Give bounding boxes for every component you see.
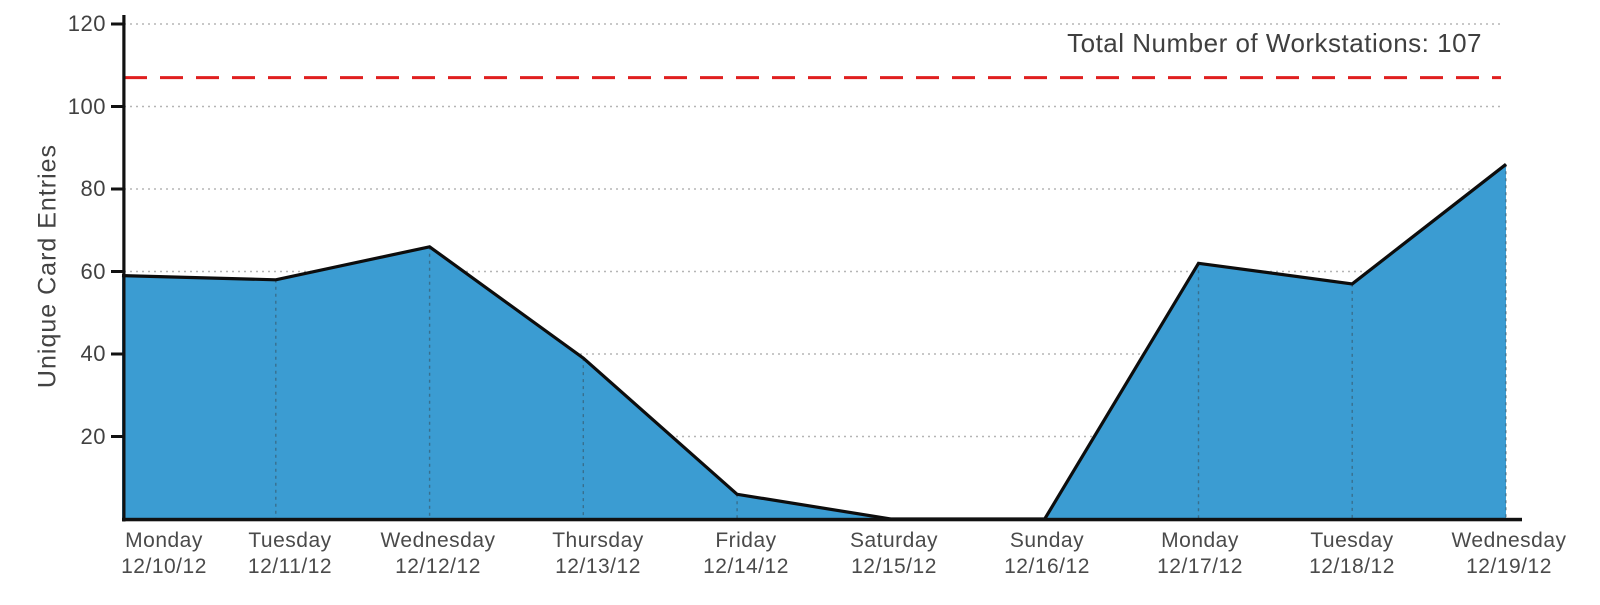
- y-tick-mark-60: [111, 270, 123, 273]
- y-tick-mark-40: [111, 352, 123, 356]
- x-tick-day: Saturday: [849, 529, 939, 552]
- x-tick-date: 12/13/12: [555, 555, 641, 578]
- x-tick-label-12/16/12: Sunday 12/16/12: [957, 528, 1137, 580]
- x-axis-line: [122, 517, 1522, 522]
- x-tick-date: 12/10/12: [121, 555, 207, 578]
- x-tick-date: 12/15/12: [851, 555, 937, 578]
- x-tick-day: Monday: [125, 529, 203, 552]
- y-tick-label-40: 40: [80, 341, 106, 366]
- y-tick-mark-100: [111, 105, 123, 108]
- x-tick-day: Wednesday: [1451, 529, 1567, 552]
- reference-line-label: Total Number of Workstations: 107: [1067, 28, 1482, 58]
- x-tick-date: 12/12/12: [395, 555, 481, 578]
- x-tick-date: 12/19/12: [1466, 555, 1552, 578]
- x-tick-label-12/13/12: Thursday 12/13/12: [508, 528, 688, 580]
- x-tick-date: 12/17/12: [1157, 555, 1243, 578]
- x-tick-day: Sunday: [1009, 529, 1085, 552]
- x-tick-day: Tuesday: [1310, 529, 1394, 552]
- y-tick-mark-120: [111, 22, 123, 26]
- y-tick-mark-80: [111, 187, 123, 191]
- x-tick-day: Monday: [1161, 529, 1239, 552]
- y-tick-label-80: 80: [80, 176, 106, 201]
- y-tick-mark-20: [111, 435, 123, 438]
- x-tick-label-12/10/12: Monday 12/10/12: [74, 528, 254, 580]
- x-tick-date: 12/16/12: [1004, 555, 1090, 578]
- data-line: [121, 163, 1507, 521]
- x-tick-day: Friday: [715, 529, 777, 552]
- x-tick-label-12/17/12: Monday 12/17/12: [1110, 528, 1290, 580]
- x-tick-date: 12/14/12: [703, 555, 789, 578]
- x-tick-label-12/12/12: Wednesday 12/12/12: [348, 528, 528, 580]
- x-tick-day: Wednesday: [380, 529, 496, 552]
- x-tick-date: 12/11/12: [247, 555, 333, 578]
- x-tick-day: Tuesday: [248, 529, 332, 552]
- x-tick-day: Thursday: [552, 529, 644, 552]
- x-tick-date: 12/18/12: [1309, 555, 1395, 578]
- x-tick-label-12/18/12: Tuesday 12/18/12: [1262, 528, 1442, 580]
- x-tick-label-12/14/12: Friday 12/14/12: [656, 528, 836, 580]
- area-fill: [122, 164, 1506, 520]
- y-tick-label-60: 60: [80, 259, 106, 284]
- y-tick-label-120: 120: [67, 11, 106, 36]
- y-tick-label-100: 100: [67, 94, 106, 119]
- y-axis-line: [122, 15, 126, 522]
- x-tick-label-12/11/12: Tuesday 12/11/12: [200, 528, 380, 580]
- y-tick-label-20: 20: [80, 424, 106, 449]
- x-tick-label-12/15/12: Saturday 12/15/12: [804, 528, 984, 580]
- x-tick-label-12/19/12: Wednesday 12/19/12: [1419, 528, 1599, 580]
